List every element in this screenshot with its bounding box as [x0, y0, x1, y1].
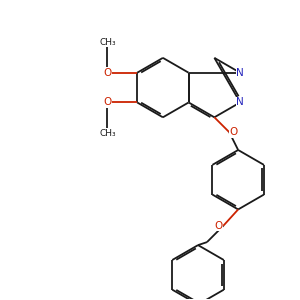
Text: O: O — [215, 221, 223, 231]
Text: O: O — [230, 127, 238, 137]
Text: N: N — [236, 98, 244, 107]
Text: O: O — [103, 68, 112, 78]
Text: N: N — [236, 68, 244, 78]
Text: O: O — [103, 98, 112, 107]
Text: CH₃: CH₃ — [99, 38, 116, 46]
Text: CH₃: CH₃ — [99, 129, 116, 138]
